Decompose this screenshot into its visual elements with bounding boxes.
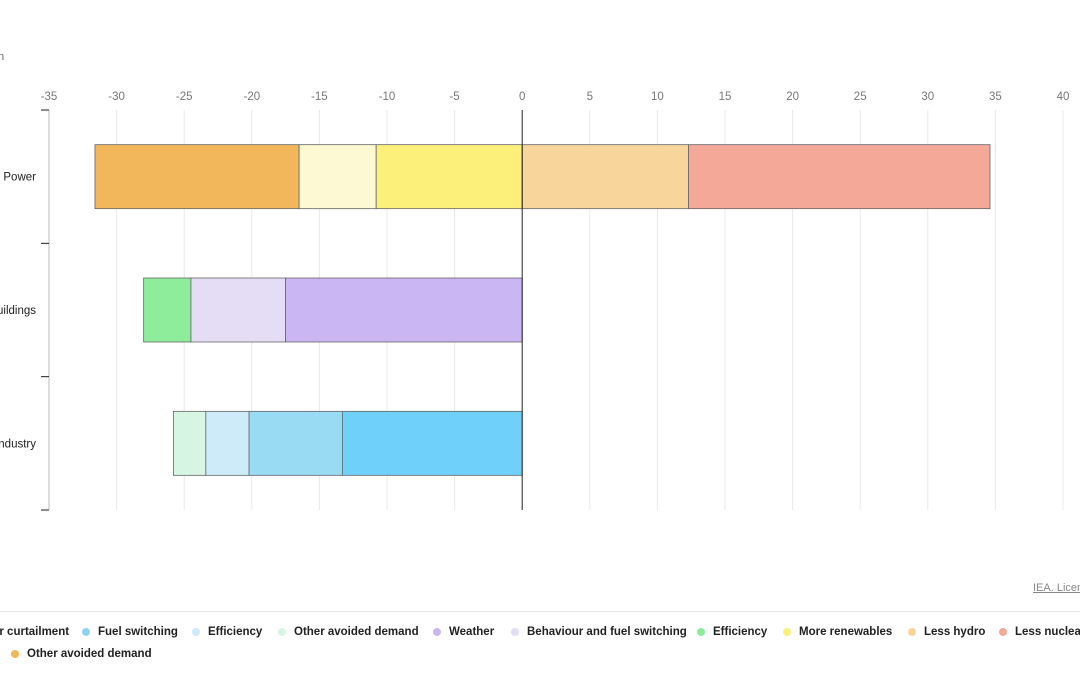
legend-label: Other avoided demand bbox=[294, 626, 419, 638]
x-tick-label: -15 bbox=[311, 91, 328, 103]
source-link[interactable]: IEA. Licen bbox=[1033, 582, 1080, 594]
x-tick-label: 40 bbox=[1057, 91, 1070, 103]
legend-divider bbox=[0, 611, 1080, 612]
legend-dot-icon bbox=[433, 628, 441, 636]
legend-dot-icon bbox=[783, 628, 791, 636]
chart: -35 -30 -25 -20 -15 -10 -5 0 5 10 15 20 25 30 35 40 Pow… bbox=[0, 91, 1070, 511]
bar-segment bbox=[94, 144, 300, 210]
legend-dot-icon bbox=[278, 628, 286, 636]
legend-label: Less hydro bbox=[924, 626, 986, 638]
bar-segment bbox=[341, 410, 523, 476]
x-axis-ticks: -35 -30 -25 -20 -15 -10 -5 0 5 10 15 20 25 30 35 40 bbox=[41, 91, 1070, 103]
legend-label: Efficiency bbox=[208, 626, 263, 638]
legend-item[interactable]: Efficiency bbox=[192, 626, 262, 638]
x-tick-label: -20 bbox=[243, 91, 260, 103]
legend-label: Lower curtailment bbox=[0, 626, 70, 638]
category-label: Power bbox=[3, 172, 36, 184]
legend-item[interactable]: Less nuclear bbox=[999, 626, 1080, 638]
bar-segment bbox=[298, 144, 377, 210]
axes bbox=[41, 109, 523, 511]
bar-segment bbox=[143, 277, 192, 343]
legend-dot-icon bbox=[192, 628, 200, 636]
bar-segment bbox=[521, 144, 689, 210]
legend-label: Weather bbox=[449, 626, 495, 638]
x-tick-label: 25 bbox=[854, 91, 867, 103]
legend-dot-icon bbox=[82, 628, 90, 636]
legend-dot-icon bbox=[908, 628, 916, 636]
category-labels: Power uildings ndustry bbox=[0, 172, 36, 451]
legend-item[interactable]: Efficiency bbox=[697, 626, 767, 638]
category-label: ndustry bbox=[0, 438, 36, 450]
legend-item[interactable]: More renewables bbox=[783, 626, 892, 638]
bars bbox=[94, 144, 991, 476]
bar-segment bbox=[285, 277, 523, 343]
legend-label: Other avoided demand bbox=[27, 648, 152, 660]
bar-segment bbox=[248, 410, 343, 476]
legend-item[interactable]: Behaviour and fuel switching bbox=[511, 626, 687, 638]
legend-item[interactable]: Fuel switching bbox=[82, 626, 178, 638]
x-tick-label: 30 bbox=[921, 91, 934, 103]
legend-item[interactable]: Other avoided demand bbox=[278, 626, 419, 638]
legend-label: More renewables bbox=[799, 626, 893, 638]
x-tick-label: -25 bbox=[176, 91, 193, 103]
x-tick-label: 35 bbox=[989, 91, 1002, 103]
x-tick-label: -10 bbox=[379, 91, 396, 103]
legend-item[interactable]: Lower curtailment bbox=[0, 626, 69, 638]
legend-label: Efficiency bbox=[713, 626, 768, 638]
x-tick-label: 10 bbox=[651, 91, 664, 103]
bar-segment bbox=[190, 277, 287, 343]
x-tick-label: 20 bbox=[786, 91, 799, 103]
legend-dot-icon bbox=[11, 650, 19, 658]
x-tick-label: -35 bbox=[41, 91, 58, 103]
bar-segment bbox=[205, 410, 250, 476]
bar-segment bbox=[375, 144, 523, 210]
legend-dot-icon bbox=[697, 628, 705, 636]
legend-dot-icon bbox=[511, 628, 519, 636]
legend-dot-icon bbox=[999, 628, 1007, 636]
category-label: uildings bbox=[0, 305, 36, 317]
x-tick-label: 0 bbox=[519, 91, 525, 103]
legend-item[interactable]: Less hydro bbox=[908, 626, 985, 638]
x-tick-label: -30 bbox=[108, 91, 125, 103]
bar-segment bbox=[172, 410, 207, 476]
legend-label: Behaviour and fuel switching bbox=[527, 626, 687, 638]
x-tick-label: 15 bbox=[719, 91, 732, 103]
bar-segment bbox=[688, 144, 991, 210]
legend-label: Fuel switching bbox=[98, 626, 178, 638]
x-tick-label: -5 bbox=[449, 91, 459, 103]
x-tick-label: 5 bbox=[587, 91, 593, 103]
unit-label: n bbox=[0, 51, 5, 63]
legend-item[interactable]: Other avoided demand bbox=[11, 648, 152, 660]
legend-label: Less nuclear bbox=[1015, 626, 1080, 638]
legend-item[interactable]: Weather bbox=[433, 626, 494, 638]
